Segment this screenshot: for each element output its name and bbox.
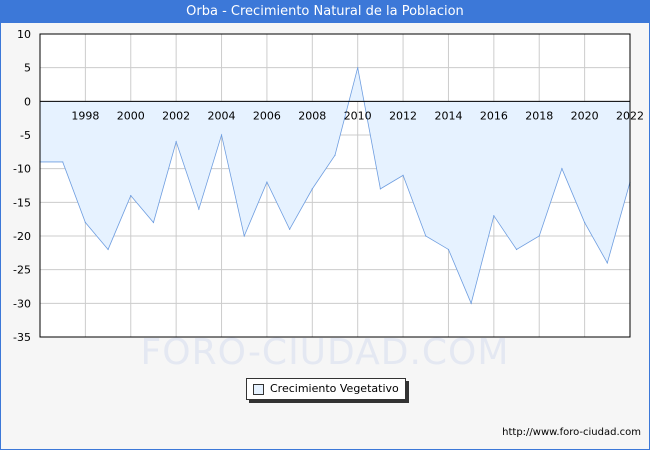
data-point xyxy=(561,168,563,170)
x-tick-label: 2002 xyxy=(162,109,190,122)
data-point xyxy=(130,195,132,197)
y-tick-label: -30 xyxy=(13,297,31,310)
legend: Crecimiento Vegetativo xyxy=(246,378,406,400)
source-url: http://www.foro-ciudad.com xyxy=(502,427,641,438)
watermark-text: FORO-CIUDAD.COM xyxy=(140,332,510,373)
data-point xyxy=(198,208,200,210)
data-point xyxy=(606,262,608,264)
data-point xyxy=(402,174,404,176)
legend-label: Crecimiento Vegetativo xyxy=(270,382,399,395)
x-tick-label: 2008 xyxy=(298,109,326,122)
data-point xyxy=(538,235,540,237)
data-point xyxy=(493,215,495,217)
data-point xyxy=(311,188,313,190)
data-point xyxy=(84,221,86,224)
x-tick-label: 2014 xyxy=(434,109,462,122)
data-point xyxy=(152,221,155,224)
x-tick-label: 1998 xyxy=(71,109,99,122)
data-point xyxy=(175,141,177,143)
x-tick-label: 2022 xyxy=(616,109,644,122)
data-point xyxy=(289,228,291,230)
data-point xyxy=(107,248,109,251)
data-point xyxy=(379,188,381,190)
legend-swatch xyxy=(253,384,264,395)
data-point xyxy=(220,134,223,136)
series-area xyxy=(40,67,630,304)
y-tick-label: -20 xyxy=(13,230,31,243)
data-point xyxy=(62,161,64,163)
data-point xyxy=(584,221,586,224)
x-tick-label: 2012 xyxy=(389,109,417,122)
y-tick-label: -10 xyxy=(13,163,31,176)
data-point xyxy=(425,235,427,237)
x-tick-label: 2004 xyxy=(208,109,236,122)
y-tick-label: -15 xyxy=(13,196,31,209)
data-point xyxy=(266,181,268,183)
x-tick-label: 2018 xyxy=(525,109,553,122)
x-tick-label: 2000 xyxy=(117,109,145,122)
data-point xyxy=(357,67,359,69)
data-point xyxy=(334,154,336,156)
data-point xyxy=(515,248,518,251)
x-tick-label: 2010 xyxy=(344,109,372,122)
x-tick-label: 2016 xyxy=(480,109,508,122)
y-tick-label: -25 xyxy=(13,264,31,277)
data-point xyxy=(243,235,245,237)
plot-border xyxy=(39,33,631,338)
y-tick-label: 0 xyxy=(24,95,31,108)
chart-title: Orba - Crecimiento Natural de la Poblaci… xyxy=(1,1,649,23)
x-tick-label: 2020 xyxy=(571,109,599,122)
x-tick-label: 2006 xyxy=(253,109,281,122)
y-tick-label: 10 xyxy=(17,28,31,41)
data-point xyxy=(447,248,450,251)
y-tick-label: -35 xyxy=(13,331,31,344)
y-tick-label: -5 xyxy=(20,129,31,142)
data-point xyxy=(470,302,472,304)
y-tick-label: 5 xyxy=(24,62,31,75)
